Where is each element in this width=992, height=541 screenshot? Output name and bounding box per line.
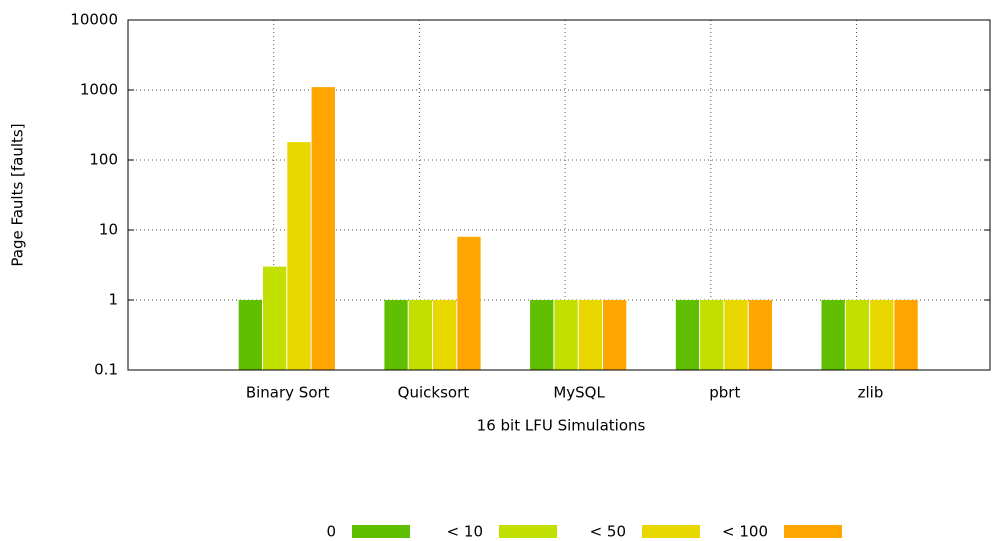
legend-label: 0 <box>326 523 336 541</box>
bar <box>845 300 870 370</box>
bar <box>384 300 408 370</box>
legend-label: < 50 <box>590 523 626 541</box>
bar <box>894 300 918 370</box>
legend-label: < 100 <box>722 523 768 541</box>
bar <box>700 300 724 370</box>
legend-swatch <box>499 525 557 538</box>
y-tick-label: 1000 <box>80 81 118 99</box>
bar <box>578 300 602 370</box>
y-tick-label: 100 <box>89 151 118 169</box>
x-tick-label: Quicksort <box>398 384 470 402</box>
y-tick-label: 10 <box>99 221 118 239</box>
legend-label: < 10 <box>447 523 483 541</box>
bar <box>821 300 845 370</box>
y-tick-label: 10000 <box>70 11 118 29</box>
bar <box>287 142 311 370</box>
y-tick-label: 0.1 <box>94 361 118 379</box>
y-axis-label: Page Faults [faults] <box>9 123 27 266</box>
legend-swatch <box>784 525 842 538</box>
x-tick-label: zlib <box>858 384 884 402</box>
bar <box>724 300 748 370</box>
x-axis-label: 16 bit LFU Simulations <box>477 417 646 435</box>
bar <box>238 300 262 370</box>
bar <box>603 300 627 370</box>
y-tick-label: 1 <box>108 291 118 309</box>
bar <box>457 236 481 370</box>
x-tick-label: pbrt <box>709 384 740 402</box>
bar <box>311 87 335 370</box>
bar <box>554 300 578 370</box>
x-tick-label: MySQL <box>553 384 605 402</box>
bar <box>408 300 432 370</box>
legend-swatch <box>642 525 700 538</box>
bar <box>675 300 700 370</box>
plot-frame <box>127 19 991 371</box>
bar <box>748 300 772 370</box>
bar <box>263 266 287 370</box>
bar <box>530 300 554 370</box>
legend-swatch <box>352 525 410 538</box>
x-tick-label: Binary Sort <box>246 384 330 402</box>
bar <box>870 300 894 370</box>
bar <box>433 300 457 370</box>
